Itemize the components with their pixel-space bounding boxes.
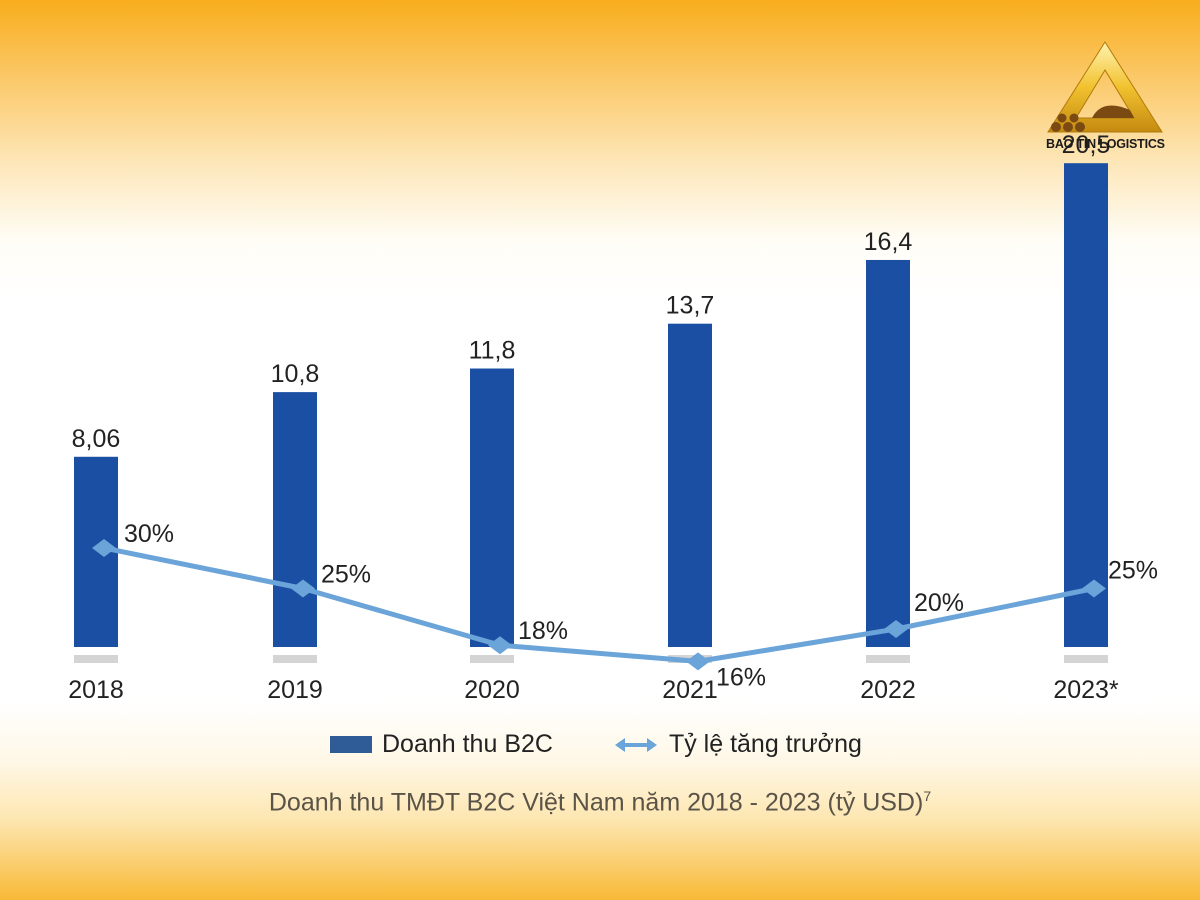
bar-value-label: 20,5	[1062, 131, 1111, 159]
growth-value-label: 30%	[124, 520, 174, 548]
legend: Doanh thu B2C Tỷ lệ tăng trưởng	[330, 730, 862, 759]
bar-value-label: 11,8	[469, 337, 516, 365]
growth-point	[884, 620, 896, 638]
growth-point	[1094, 579, 1106, 598]
growth-point	[92, 539, 104, 557]
growth-value-label: 25%	[1108, 557, 1158, 585]
x-tick-label: 2023*	[1053, 676, 1119, 704]
x-tick-mark	[273, 655, 317, 663]
x-tick-label: 2022	[860, 676, 916, 704]
x-tick-mark	[74, 655, 118, 663]
growth-point	[104, 539, 116, 557]
bar-value-label: 13,7	[666, 292, 715, 320]
chart-title: Doanh thu TMĐT B2C Việt Nam năm 2018 - 2…	[268, 788, 924, 817]
bar-2019	[273, 392, 317, 647]
x-tick-mark	[470, 655, 514, 663]
growth-value-label: 18%	[518, 617, 568, 645]
growth-point	[686, 652, 698, 671]
legend-item-bar: Doanh thu B2C	[330, 730, 553, 759]
bar-value-label: 8,06	[72, 425, 121, 453]
legend-item-line: Tỷ lệ tăng trưởng	[613, 730, 862, 759]
chart-caption: Doanh thu TMĐT B2C Việt Nam năm 2018 - 2…	[0, 788, 1200, 817]
x-tick-mark	[866, 655, 910, 663]
growth-point	[896, 620, 908, 638]
growth-point	[500, 636, 512, 655]
growth-value-label: 20%	[914, 589, 964, 617]
double-arrow-icon	[614, 737, 657, 752]
bao-tin-logistics-logo	[1047, 41, 1163, 133]
bar-2022	[866, 259, 910, 647]
x-tick-label: 2019	[267, 676, 323, 704]
legend-line-label: Tỷ lệ tăng trưởng	[668, 730, 862, 758]
x-tick-label: 2018	[68, 676, 124, 704]
growth-line	[103, 545, 1095, 664]
growth-point	[303, 579, 315, 598]
legend-bar-label: Doanh thu B2C	[382, 730, 553, 758]
chart-canvas: 8,06 2018 10,8 2019 11,8 2020 13,7 2021 16,4 2022…	[68, 131, 1158, 704]
bar-2020	[470, 368, 514, 647]
x-tick-label: 2020	[464, 676, 520, 704]
x-tick-label: 2021	[662, 676, 718, 704]
growth-point	[1082, 579, 1094, 598]
growth-point	[488, 636, 500, 655]
growth-value-label: 25%	[321, 561, 371, 589]
logo-text: BAO TIN LOGISTICS	[1046, 137, 1165, 151]
growth-point	[291, 579, 303, 598]
x-tick-mark	[1064, 655, 1108, 663]
chart-title-footnote: 7	[923, 788, 932, 804]
growth-point	[698, 652, 710, 671]
bar-2021	[668, 323, 712, 647]
bar-value-label: 16,4	[864, 228, 913, 256]
bar-value-label: 10,8	[271, 360, 320, 388]
growth-value-label: 16%	[716, 663, 766, 691]
bar-2023	[1064, 163, 1108, 647]
legend-bar-swatch	[330, 736, 372, 753]
